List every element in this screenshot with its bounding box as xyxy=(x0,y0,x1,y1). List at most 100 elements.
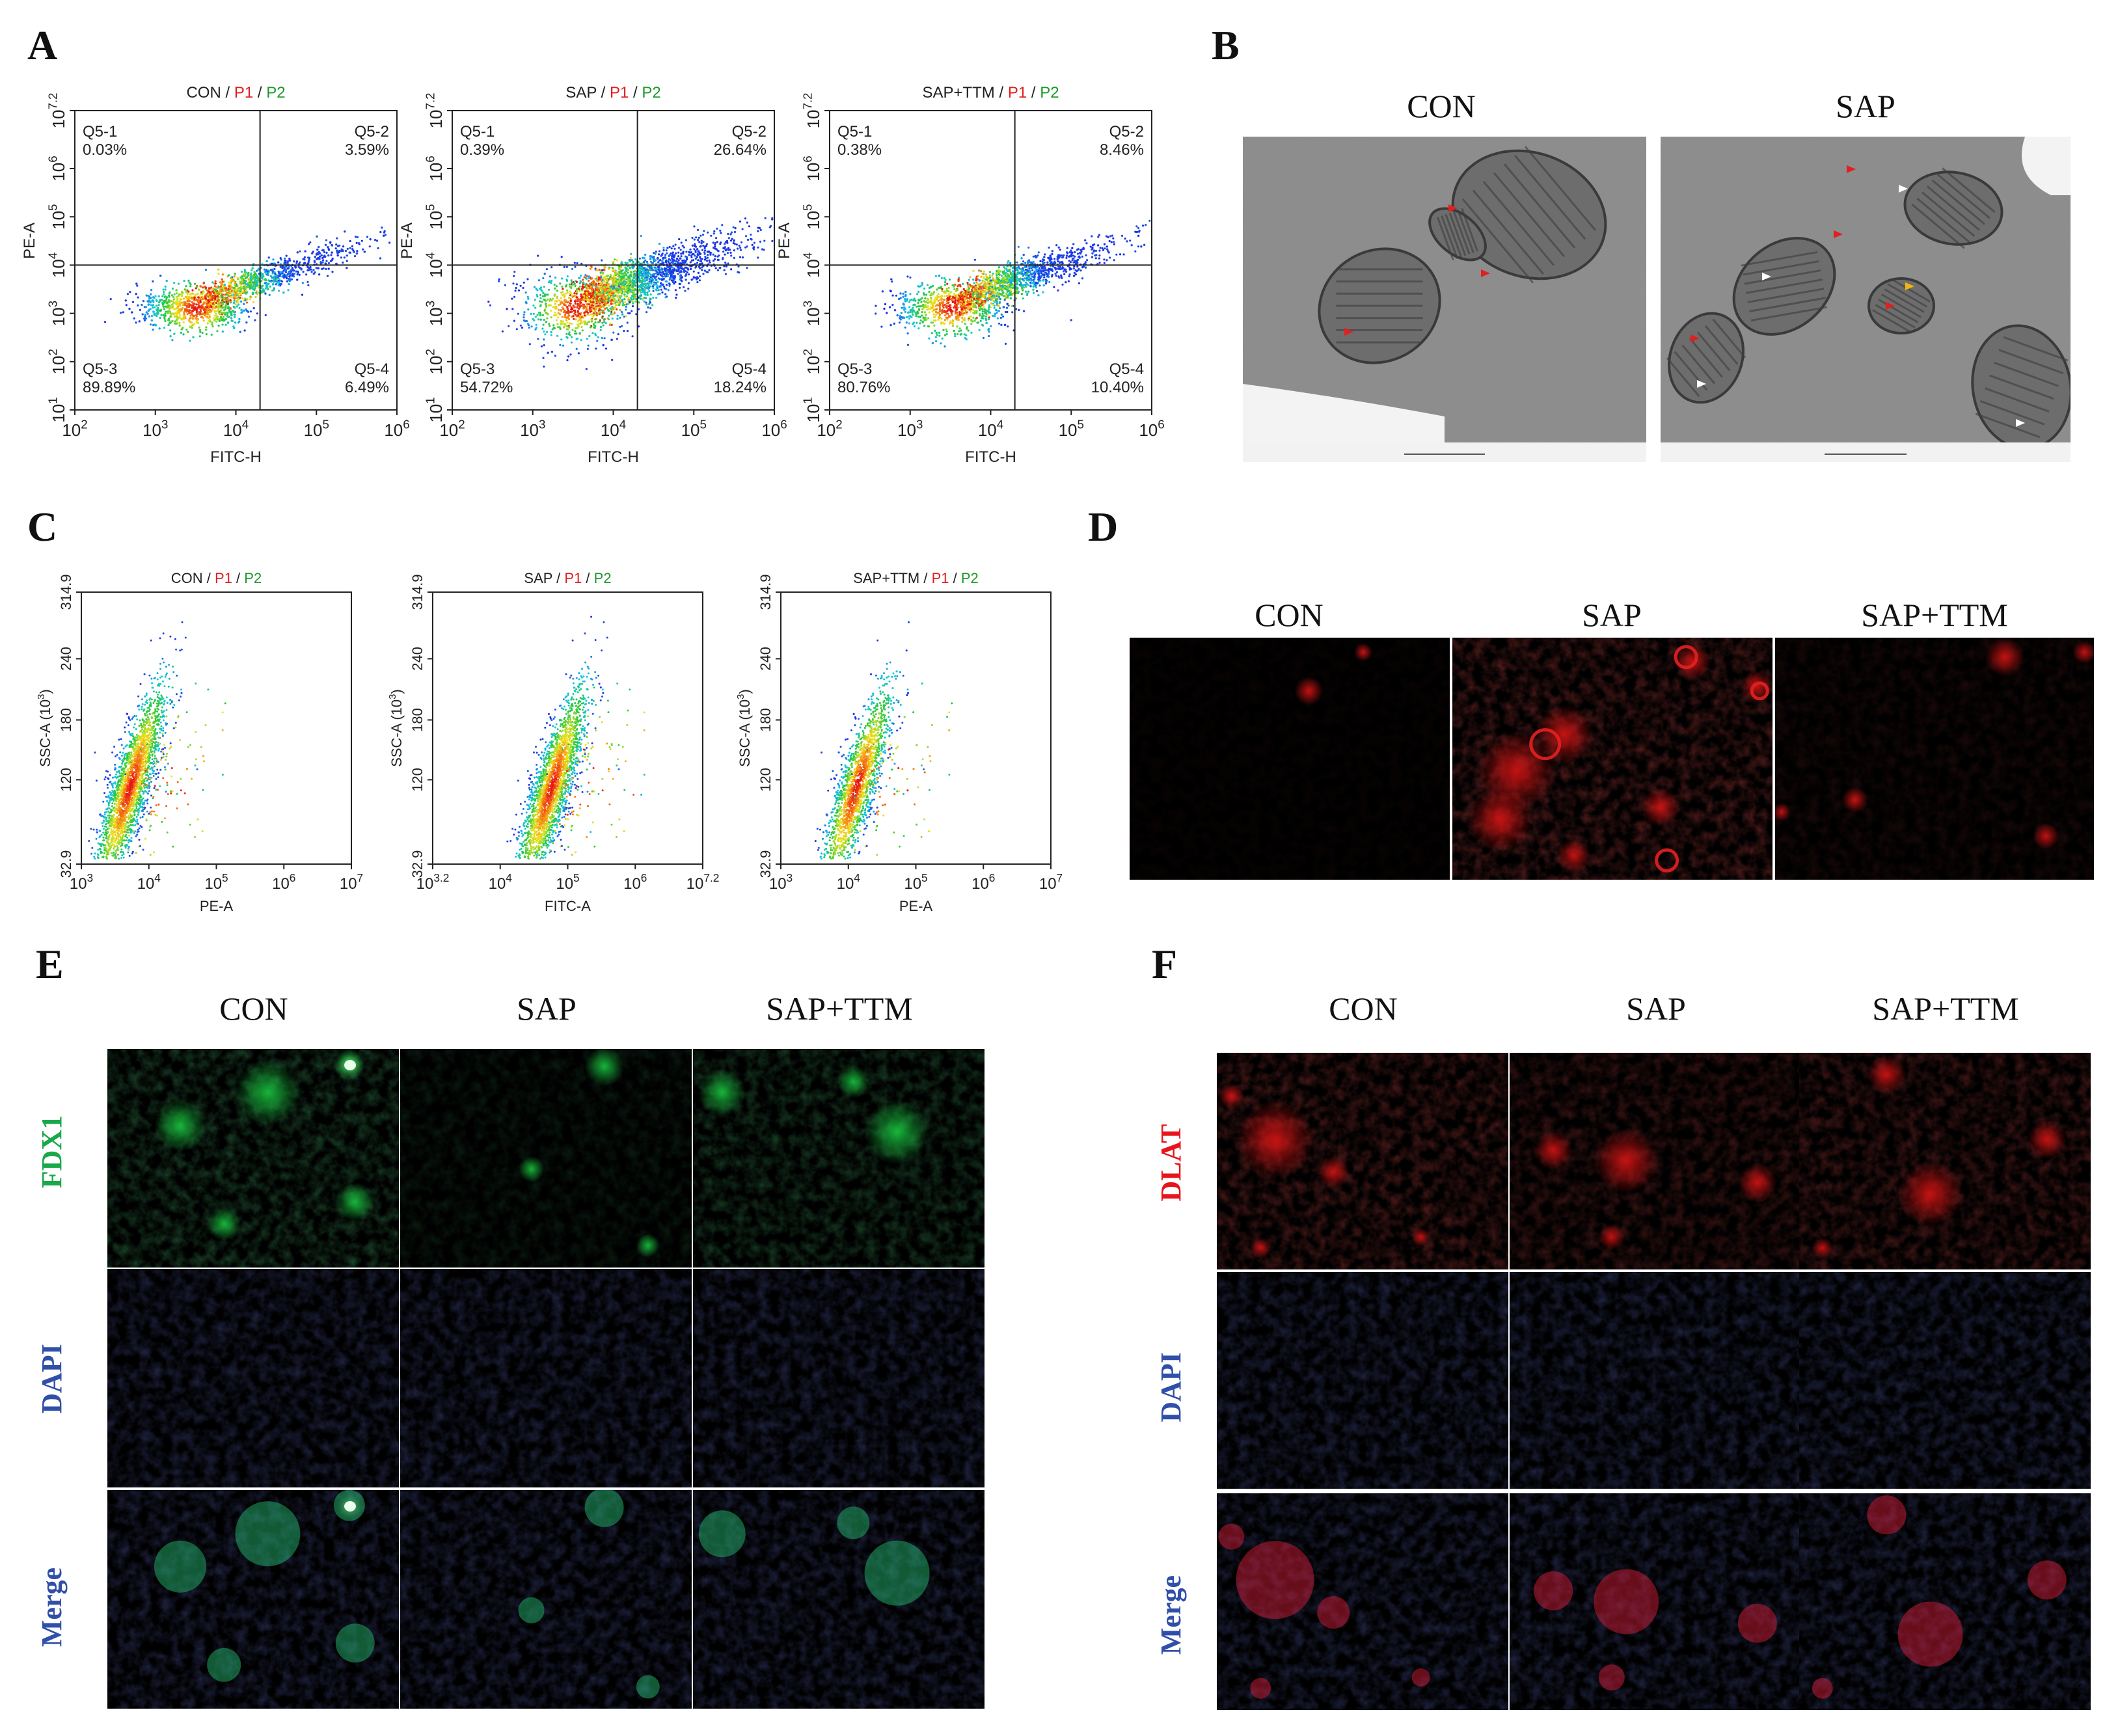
quadrant-percent: 6.49% xyxy=(345,379,389,396)
scatter-point xyxy=(639,271,642,275)
scatter-point xyxy=(181,307,183,310)
scatter-point xyxy=(668,284,671,287)
scatter-point xyxy=(233,299,236,302)
scatter-point xyxy=(607,308,610,311)
scatter-point xyxy=(223,297,225,300)
scatter-point xyxy=(674,243,677,246)
scatter-point xyxy=(640,268,643,271)
scatter-point xyxy=(205,333,208,336)
scatter-point xyxy=(566,289,569,292)
scatter-point xyxy=(574,311,577,314)
scatter-point xyxy=(283,273,286,276)
scatter-point xyxy=(330,254,333,256)
scatter-point xyxy=(560,323,562,325)
scatter-point xyxy=(238,295,240,297)
scatter-point xyxy=(629,290,632,292)
scatter-point xyxy=(213,307,216,310)
scatter-point xyxy=(185,285,187,288)
scatter-point xyxy=(625,268,627,271)
scatter-point xyxy=(548,281,550,284)
scatter-point xyxy=(616,301,619,304)
scatter-point xyxy=(191,292,194,295)
scatter-point xyxy=(633,280,636,282)
scatter-point xyxy=(592,307,595,310)
panel-letter-f: F xyxy=(1152,941,1178,987)
scatter-point xyxy=(195,317,197,319)
scatter-point xyxy=(597,336,599,338)
scatter-point xyxy=(579,301,582,303)
scatter-point xyxy=(240,271,243,273)
scatter-point xyxy=(570,341,573,344)
scatter-point xyxy=(588,279,590,282)
scatter-point xyxy=(590,313,593,316)
scatter-point xyxy=(666,275,670,277)
scatter-point xyxy=(681,267,684,270)
scatter-point xyxy=(282,292,285,294)
scatter-point xyxy=(586,275,588,278)
scatter-point xyxy=(570,286,573,288)
scatter-point xyxy=(616,275,619,278)
scatter-point xyxy=(603,320,606,323)
scatter-point xyxy=(607,283,610,286)
scatter-point xyxy=(603,299,605,303)
scatter-point xyxy=(160,314,163,316)
scatter-point xyxy=(569,334,571,336)
scatter-point xyxy=(627,277,631,279)
scatter-point xyxy=(588,309,591,312)
scatter-point xyxy=(645,272,648,275)
scatter-point xyxy=(648,281,651,284)
scatter-point xyxy=(612,292,614,295)
scatter-point xyxy=(318,255,321,258)
scatter-point xyxy=(620,261,623,264)
scatter-point xyxy=(171,287,174,290)
scatter-point xyxy=(549,325,551,327)
scatter-point xyxy=(199,310,202,312)
scatter-point xyxy=(610,310,613,314)
scatter-point xyxy=(175,289,178,292)
scatter-point xyxy=(126,293,129,295)
scatter-point xyxy=(562,288,564,290)
scatter-point xyxy=(147,295,150,297)
scatter-point xyxy=(230,310,232,313)
scatter-point xyxy=(707,271,709,274)
scatter-point xyxy=(712,241,714,244)
scatter-point xyxy=(318,273,321,276)
scatter-point xyxy=(592,280,595,283)
scatter-point xyxy=(515,283,518,286)
scatter-point xyxy=(236,285,239,288)
scatter-point xyxy=(281,267,284,269)
scatter-point xyxy=(546,312,549,315)
scatter-point xyxy=(286,280,288,283)
scatter-point xyxy=(698,241,701,243)
scatter-point xyxy=(229,299,232,301)
scatter-point xyxy=(527,297,530,300)
scatter-point xyxy=(157,295,160,297)
scatter-point xyxy=(697,228,699,231)
scatter-point xyxy=(620,310,623,313)
scatter-point xyxy=(695,236,698,239)
scatter-point xyxy=(356,236,359,239)
scatter-point xyxy=(566,306,569,308)
scatter-point xyxy=(709,251,712,254)
scatter-point xyxy=(284,257,286,260)
scatter-point xyxy=(560,338,563,341)
scatter-point xyxy=(187,303,189,306)
scatter-point xyxy=(199,285,202,288)
scatter-point xyxy=(581,329,584,332)
scatter-point xyxy=(680,255,683,258)
scatter-point xyxy=(738,245,740,247)
scatter-point xyxy=(578,285,581,288)
scatter-point xyxy=(557,304,560,306)
scatter-point xyxy=(657,273,659,276)
scatter-point xyxy=(659,285,661,288)
scatter-point xyxy=(192,303,195,305)
scatter-point xyxy=(680,241,683,244)
scatter-point xyxy=(653,252,655,254)
scatter-point xyxy=(580,275,582,277)
scatter-point xyxy=(221,282,223,285)
scatter-point xyxy=(246,276,249,278)
scatter-point xyxy=(513,319,515,322)
scatter-point xyxy=(228,281,230,284)
scatter-point xyxy=(649,297,651,300)
scatter-point xyxy=(643,293,645,295)
